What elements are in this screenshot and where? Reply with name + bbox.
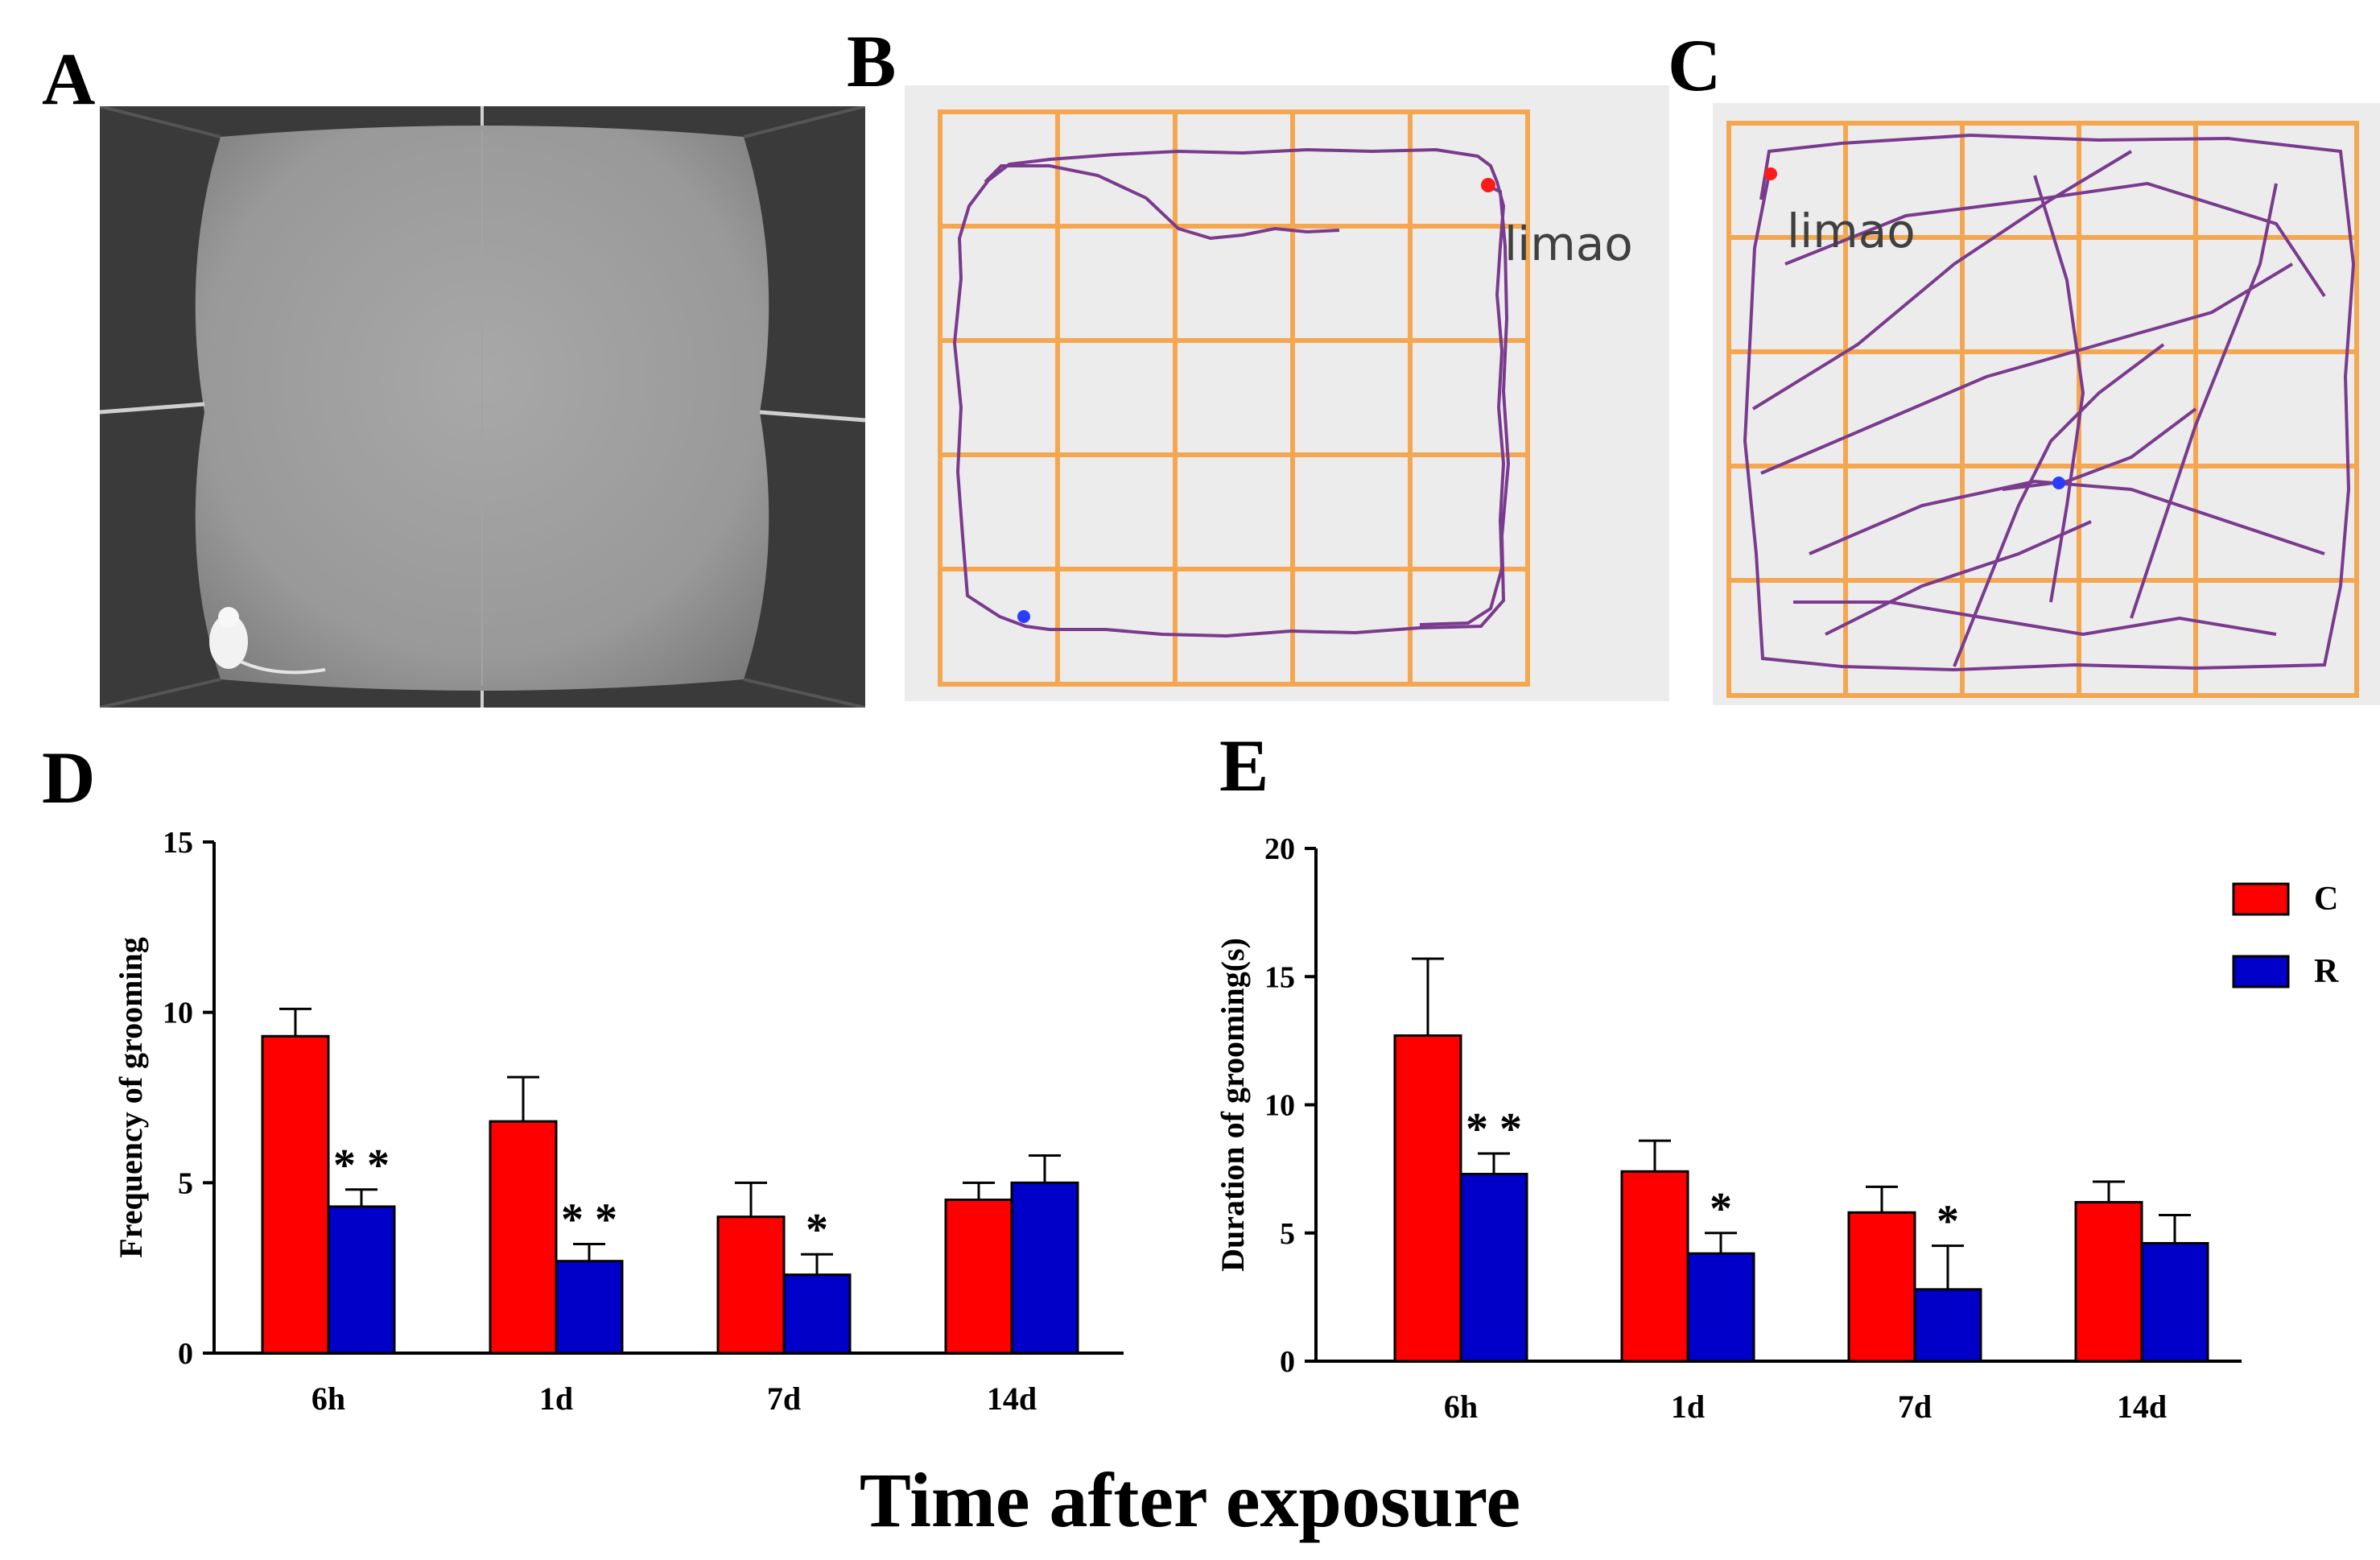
bar-c-6h	[1393, 1034, 1462, 1363]
end-marker	[1017, 610, 1030, 623]
x-axis-title: Time after exposure	[859, 1457, 1521, 1543]
bar-r-14d	[2140, 1241, 2209, 1363]
bar-c-7d	[716, 1215, 786, 1355]
bar-c-14d	[2074, 1201, 2143, 1363]
x-tick-label: 6h	[311, 1380, 345, 1417]
bar-r-7d	[1913, 1288, 1982, 1363]
panel-label-a: A	[42, 38, 96, 120]
trajectory-plot-b	[938, 109, 1530, 687]
legend-swatch-c	[2232, 882, 2290, 916]
legend-swatch-r	[2232, 955, 2290, 988]
y-tick-label: 0	[1280, 1345, 1295, 1379]
panel-label-c: C	[1668, 24, 1722, 106]
bar-r-1d	[555, 1260, 624, 1355]
y-tick-label: 20	[1264, 832, 1295, 866]
bar-r-6h	[1459, 1172, 1528, 1363]
significance-mark: *	[1937, 1197, 1959, 1247]
start-marker	[1481, 178, 1495, 192]
significance-mark: * *	[1466, 1104, 1522, 1154]
x-tick-label: 14d	[2117, 1389, 2167, 1425]
bar-c-14d	[944, 1199, 1013, 1355]
y-tick-label: 0	[178, 1337, 193, 1371]
x-tick-label: 1d	[1671, 1389, 1705, 1425]
y-tick-label: 10	[163, 997, 193, 1030]
bar-c-1d	[489, 1120, 558, 1355]
y-tick-label: 10	[1264, 1089, 1295, 1123]
bar-r-7d	[782, 1273, 852, 1355]
y-tick-label: 5	[178, 1166, 193, 1200]
bar-r-14d	[1010, 1181, 1079, 1355]
panel-label-e: E	[1219, 724, 1269, 807]
bar-c-7d	[1847, 1211, 1916, 1363]
trajectory-plot-c	[1726, 121, 2359, 698]
start-marker	[1764, 167, 1777, 180]
arena-grid	[1726, 121, 2359, 698]
significance-mark: *	[806, 1205, 828, 1255]
bar-r-1d	[1686, 1252, 1755, 1363]
significance-mark: * *	[333, 1141, 390, 1191]
bar-r-6h	[327, 1205, 396, 1355]
duration-grooming-chart: 0 5 10 15 20 Duration of grooming(s) * * 6h * 1d *…	[1215, 832, 2339, 1425]
legend-label-r: R	[2314, 953, 2339, 990]
movement-track	[952, 147, 1511, 638]
y-tick-label: 15	[1264, 960, 1295, 994]
y-axis-label: Duration of grooming(s)	[1215, 938, 1251, 1272]
y-tick-label: 5	[1280, 1217, 1295, 1251]
y-tick-label: 15	[163, 826, 193, 860]
end-marker	[2052, 477, 2065, 489]
x-tick-label: 6h	[1444, 1389, 1478, 1425]
arena-grid	[938, 109, 1530, 687]
bar-c-6h	[261, 1034, 330, 1355]
panel-label-d: D	[42, 737, 96, 819]
panel-label-b: B	[847, 20, 897, 102]
open-field-arena	[100, 106, 865, 708]
track-label-b: limao	[1504, 217, 1633, 271]
frequency-grooming-chart: 0 5 10 15 Frequency of grooming * * 6h * * 1d * 7d…	[113, 826, 1124, 1417]
legend-label-c: C	[2314, 881, 2338, 918]
mouse-icon	[209, 607, 326, 675]
trajectory-panel-b: limao	[905, 85, 1669, 701]
x-tick-label: 14d	[987, 1380, 1037, 1417]
movement-track	[1743, 133, 2356, 672]
y-axis-label: Frequency of grooming	[113, 937, 149, 1258]
significance-mark: * *	[561, 1195, 617, 1245]
open-field-photo	[100, 106, 865, 708]
x-tick-label: 7d	[1898, 1389, 1932, 1425]
x-tick-label: 7d	[767, 1380, 801, 1417]
bar-c-1d	[1620, 1170, 1689, 1363]
trajectory-panel-c: limao	[1713, 103, 2380, 705]
x-tick-label: 1d	[539, 1380, 573, 1417]
significance-mark: *	[1710, 1184, 1732, 1234]
track-label-c: limao	[1787, 204, 1916, 258]
